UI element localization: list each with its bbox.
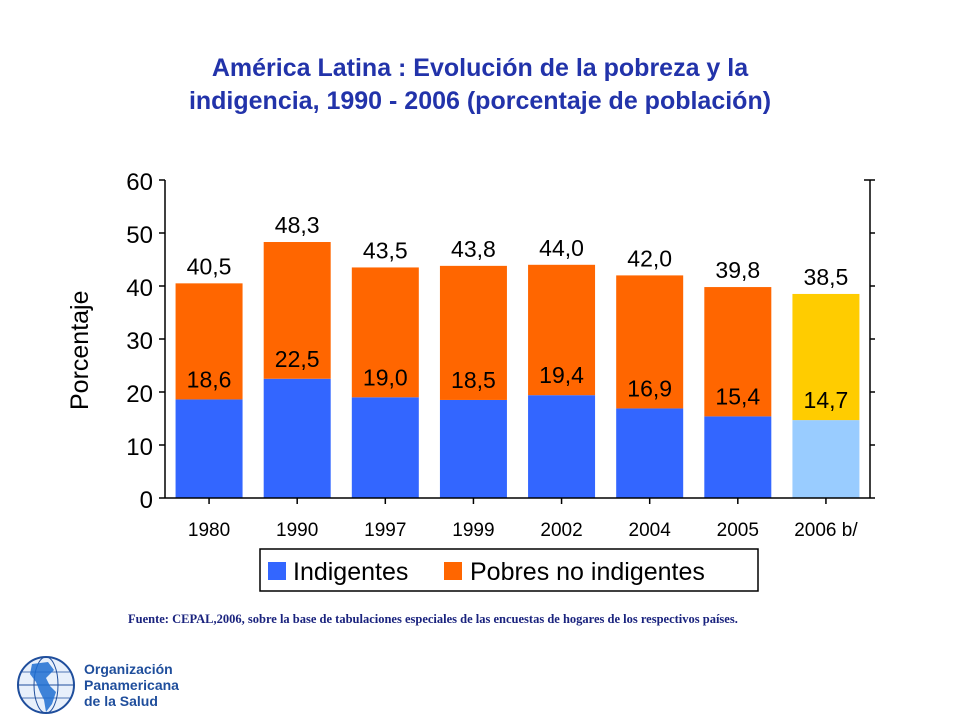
y-tick-label-60: 60 — [126, 169, 153, 196]
bar-indigentes-1990 — [263, 378, 331, 498]
data-label-total-2002: 44,0 — [539, 235, 584, 261]
bar-pobres-1990 — [263, 242, 331, 379]
globe-icon — [17, 656, 75, 714]
bar-pobres-1999 — [439, 265, 507, 400]
data-label-total-1997: 43,5 — [363, 237, 408, 263]
data-label-indigentes-2004: 16,9 — [627, 375, 672, 401]
stacked-bar-chart: 0 10 20 30 40 50 60 1980 1990 1997 1999 2002 2004 20… — [66, 169, 875, 592]
bar-indigentes-2004 — [616, 408, 684, 498]
paho-logo — [17, 656, 75, 714]
logo-line-3: de la Salud — [84, 693, 158, 709]
bar-pobres-2005 — [704, 287, 772, 417]
y-tick-label-10: 10 — [126, 434, 153, 461]
data-label-indigentes-2005: 15,4 — [715, 383, 760, 409]
bar-pobres-2002 — [528, 264, 596, 396]
x-tick-label-2004: 2004 — [629, 520, 672, 541]
bar-pobres-1997 — [351, 267, 419, 398]
legend-label-indigentes: Indigentes — [293, 558, 408, 586]
legend-label-pobres: Pobres no indigentes — [470, 558, 705, 586]
source-note: Fuente: CEPAL,2006, sobre la base de tab… — [128, 612, 738, 626]
legend: Indigentes Pobres no indigentes — [259, 548, 759, 592]
y-tick-label-50: 50 — [126, 222, 153, 249]
data-label-indigentes-1999: 18,5 — [451, 367, 496, 393]
chart-title: América Latina : Evolución de la pobreza… — [60, 52, 900, 118]
data-label-indigentes-2002: 19,4 — [539, 362, 584, 388]
data-label-total-2004: 42,0 — [627, 245, 672, 271]
data-label-total-1980: 40,5 — [187, 253, 232, 279]
data-label-indigentes-2006 b/: 14,7 — [804, 387, 849, 413]
x-tick-label-2005: 2005 — [717, 520, 759, 541]
legend-box — [259, 548, 759, 592]
data-label-indigentes-1980: 18,6 — [187, 366, 232, 392]
y-axis-label: Porcentaje — [66, 290, 94, 410]
bar-indigentes-2002 — [528, 395, 596, 498]
data-label-total-1990: 48,3 — [275, 212, 320, 238]
x-tick-label-1980: 1980 — [188, 520, 230, 541]
data-label-total-2006 b/: 38,5 — [804, 264, 849, 290]
x-tick-label-1997: 1997 — [364, 520, 406, 541]
legend-swatch-indigentes — [268, 562, 286, 580]
data-label-total-2005: 39,8 — [715, 257, 760, 283]
organization-name: Organización Panamericana de la Salud — [84, 661, 179, 709]
logo-line-2: Panamericana — [84, 677, 179, 693]
y-tick-label-0: 0 — [140, 487, 153, 514]
title-line-1: América Latina : Evolución de la pobreza… — [211, 54, 749, 82]
data-label-indigentes-1997: 19,0 — [363, 364, 408, 390]
bar-indigentes-1997 — [351, 397, 419, 498]
bar-pobres-1980 — [175, 283, 243, 400]
data-label-indigentes-1990: 22,5 — [275, 346, 320, 372]
bar-pobres-2006 b/ — [792, 293, 860, 421]
x-tick-label-1999: 1999 — [452, 520, 494, 541]
bar-indigentes-1980 — [175, 399, 243, 498]
legend-swatch-pobres — [444, 562, 462, 580]
title-line-2: indigencia, 1990 - 2006 (porcentaje de p… — [188, 87, 772, 115]
x-tick-label-2002: 2002 — [540, 520, 582, 541]
y-tick-label-20: 20 — [126, 381, 153, 408]
bar-indigentes-1999 — [439, 399, 507, 498]
bar-indigentes-2006 b/ — [792, 420, 860, 498]
data-label-total-1999: 43,8 — [451, 236, 496, 262]
logo-line-1: Organización — [84, 661, 173, 677]
y-tick-label-30: 30 — [126, 328, 153, 355]
y-tick-label-40: 40 — [126, 275, 153, 302]
x-tick-label-2006 b/: 2006 b/ — [794, 520, 858, 541]
bar-indigentes-2005 — [704, 416, 772, 498]
x-tick-label-1990: 1990 — [276, 520, 318, 541]
bar-pobres-2004 — [616, 275, 684, 409]
